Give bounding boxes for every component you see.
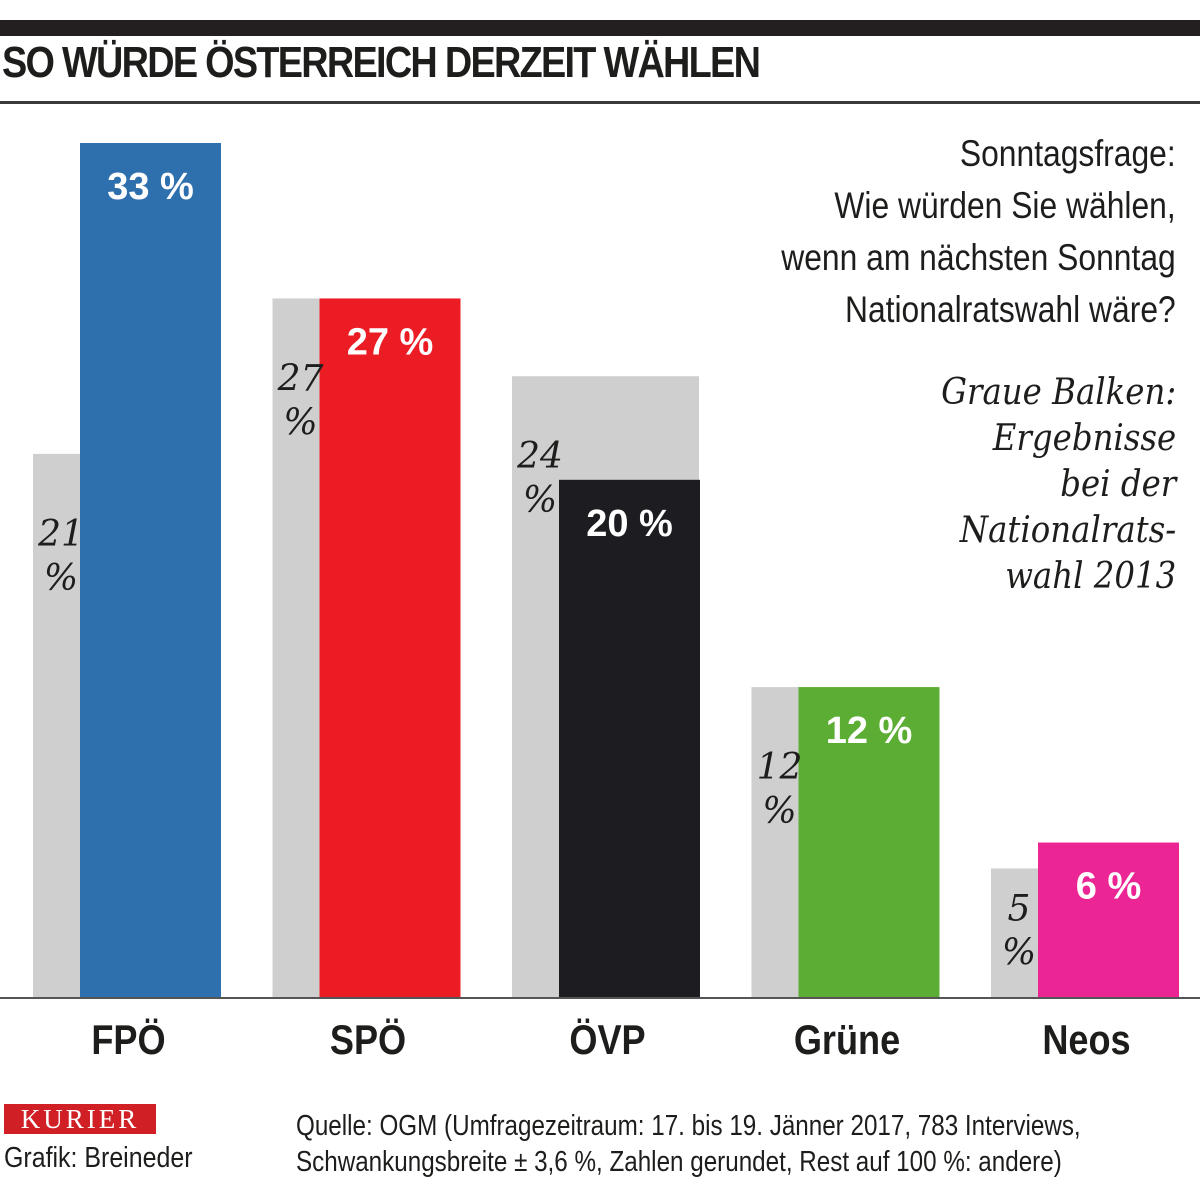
bar-2013-percent-label: %	[762, 791, 796, 832]
graphic-credit: Grafik: Breineder	[4, 1142, 193, 1174]
bar-2017-value-label: 20 %	[586, 503, 673, 545]
question-text: Sonntagsfrage: Wie würden Sie wählen, we…	[782, 128, 1176, 336]
bar-2013-value-label: 27	[277, 358, 324, 399]
bar-2013-value-label: 5	[1008, 888, 1031, 929]
source-note: Quelle: OGM (Umfragezeitraum: 17. bis 19…	[296, 1108, 1081, 1180]
legend-note-line: bei der	[1060, 464, 1176, 505]
x-tick-label: Neos	[1042, 1018, 1130, 1064]
bar-2017	[319, 298, 461, 998]
bar-2017	[1038, 842, 1179, 998]
title-rule	[0, 101, 1200, 104]
bar-2017-value-label: 12 %	[826, 710, 913, 752]
bar-2017-value-label: 6 %	[1076, 866, 1141, 908]
x-tick-label: SPÖ	[330, 1018, 406, 1064]
question-line: Nationalratswahl wäre?	[845, 289, 1176, 330]
question-line: Sonntagsfrage:	[960, 133, 1176, 174]
legend-note-line: Ergebnisse	[992, 418, 1176, 459]
legend-note: Graue Balken: Ergebnisse bei der Nationa…	[941, 370, 1176, 600]
question-line: Wie würden Sie wählen,	[834, 185, 1176, 226]
x-tick-label: ÖVP	[569, 1018, 645, 1064]
bar-2017	[798, 687, 940, 998]
bar-2013-percent-label: %	[523, 480, 557, 521]
bar-2017	[80, 143, 221, 998]
bar-2013-percent-label: %	[283, 402, 317, 443]
top-rule	[0, 20, 1200, 36]
kurier-logo: KURIER	[4, 1104, 156, 1134]
legend-note-line: wahl 2013	[1004, 556, 1176, 597]
bar-2017-value-label: 27 %	[347, 321, 434, 363]
x-tick-label: Grüne	[794, 1018, 900, 1064]
chart-title: SO WÜRDE ÖSTERREICH DERZEIT WÄHLEN	[2, 38, 761, 87]
bar-2013-percent-label: %	[44, 558, 78, 599]
question-line: wenn am nächsten Sonntag	[781, 237, 1176, 278]
bar-2013-percent-label: %	[1002, 932, 1036, 973]
bar-2017	[559, 479, 700, 998]
source-line: Schwankungsbreite ± 3,6 %, Zahlen gerund…	[296, 1146, 1062, 1178]
bar-2013-value-label: 12	[757, 747, 803, 788]
bar-2013-value-label: 24	[516, 436, 563, 477]
x-tick-label: FPÖ	[91, 1018, 165, 1064]
legend-note-line: Graue Balken:	[940, 372, 1176, 413]
legend-note-line: Nationalrats-	[959, 510, 1176, 551]
bar-2017-value-label: 33 %	[107, 166, 194, 208]
bar-2013-value-label: 21	[37, 514, 84, 555]
source-line: Quelle: OGM (Umfragezeitraum: 17. bis 19…	[296, 1110, 1081, 1142]
